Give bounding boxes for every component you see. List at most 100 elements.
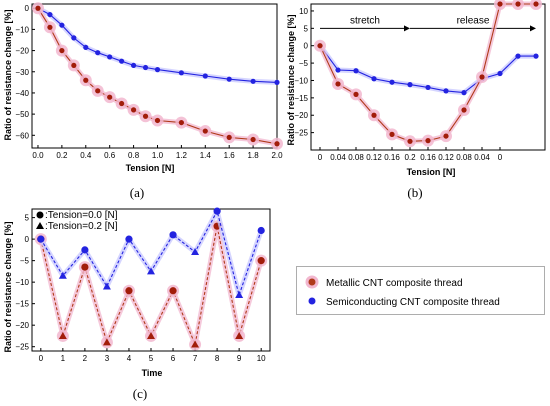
chart-a-xlabel: Tension [N] bbox=[126, 163, 175, 173]
chart-c-x-tick-label: 10 bbox=[257, 354, 266, 363]
chart-c-y-tick-label: −5 bbox=[20, 257, 30, 266]
shared-legend: Metallic CNT composite thread Semiconduc… bbox=[296, 266, 545, 315]
chart-a-plot: 0.0 0.2 0.4 0.6 0.8 1.0 1.2 1.4 1.6 1.8 2.0 0 −10 −20… bbox=[15, 2, 283, 160]
chart-b-y-tick-label: −15 bbox=[294, 94, 308, 103]
chart-a-y-tick-label: −60 bbox=[15, 131, 29, 140]
legend-semiconducting-marker bbox=[308, 297, 316, 305]
chart-b-semiconducting-point bbox=[461, 90, 467, 96]
chart-a-y-tick-label: −30 bbox=[15, 68, 29, 77]
chart-a-semiconducting-point bbox=[130, 62, 137, 69]
chart-c-metallic-point bbox=[102, 338, 111, 346]
chart-b-x-tick-label: 0.04 bbox=[474, 153, 490, 162]
chart-a-y-tick-label: −50 bbox=[15, 110, 29, 119]
chart-b-semiconducting-point bbox=[353, 68, 359, 74]
release-label: release bbox=[457, 15, 490, 26]
chart-a-metallic-point bbox=[107, 94, 113, 100]
chart-b-y-tick-label: 10 bbox=[299, 7, 308, 16]
chart-a-semiconducting-line bbox=[37, 7, 278, 83]
chart-c-y-tick-label: −20 bbox=[15, 321, 29, 330]
release-arrow-head bbox=[530, 25, 536, 32]
chart-b-metallic-point bbox=[443, 133, 449, 139]
chart-a-metallic-point bbox=[202, 128, 208, 134]
chart-b-plot: 0 0.04 0.08 0.12 0.16 0.2 0.16 0.12 0.08 0.04 0105… bbox=[294, 0, 546, 162]
chart-c-x-tick-label: 0 bbox=[39, 354, 44, 363]
chart-b-y-tick-label: 0 bbox=[304, 42, 309, 51]
chart-b-frame bbox=[310, 3, 546, 151]
chart-a-ylabel: Ratio of resistance change [%] bbox=[3, 9, 13, 140]
chart-b-y-tick-label: −25 bbox=[294, 129, 308, 138]
chart-c-semiconducting-point bbox=[191, 248, 200, 256]
chart-b-metallic-point bbox=[533, 1, 539, 7]
chart-a-metallic-point bbox=[35, 5, 41, 11]
legend-semiconducting-label: Semiconducting CNT composite thread bbox=[326, 297, 500, 308]
chart-a-x-tick-label: 2.0 bbox=[271, 151, 283, 160]
chart-c-x-tick-label: 1 bbox=[61, 354, 66, 363]
chart-a-metallic-point bbox=[130, 107, 137, 113]
chart-b-semiconducting-point bbox=[389, 79, 395, 85]
chart-a-metallic-point bbox=[47, 24, 53, 30]
chart-b-x-tick-label: 0 bbox=[498, 153, 503, 162]
stretch-arrow-head bbox=[404, 25, 410, 32]
marker-legend-label: :Tension=0.2 [N] bbox=[45, 221, 118, 232]
chart-b-y-tick-label: 5 bbox=[304, 24, 309, 33]
chart-b-x-tick-label: 0 bbox=[318, 153, 323, 162]
chart-b-metallic-point bbox=[497, 1, 503, 7]
legend-metallic-label: Metallic CNT composite thread bbox=[326, 278, 463, 289]
chart-b-semiconducting-point bbox=[407, 82, 413, 88]
chart-a-metallic-point bbox=[95, 88, 101, 94]
chart-c-panel-label: (c) bbox=[133, 386, 147, 401]
chart-c-metallic-point bbox=[235, 331, 244, 339]
chart-c-metallic-point bbox=[257, 257, 265, 265]
chart-c-metallic-point bbox=[147, 331, 155, 339]
chart-c-metallic-point bbox=[81, 263, 89, 271]
chart-a-metallic-point bbox=[226, 134, 232, 141]
chart-b-panel-label: (b) bbox=[407, 185, 422, 200]
chart-a-y-tick-label: 0 bbox=[25, 4, 30, 13]
chart-a-semiconducting-point bbox=[250, 78, 256, 84]
chart-b-x-tick-label: 0.08 bbox=[456, 153, 472, 162]
chart-a-semiconducting-point bbox=[47, 11, 53, 18]
chart-c-y-tick-label: −10 bbox=[15, 278, 29, 287]
chart-c-semiconducting-point bbox=[257, 226, 265, 235]
chart-a-x-tick-label: 0.2 bbox=[56, 151, 68, 160]
chart-b-x-tick-label: 0.04 bbox=[330, 153, 346, 162]
chart-b-x-tick-label: 0.2 bbox=[404, 153, 416, 162]
chart-a-semiconducting-point bbox=[142, 64, 149, 71]
chart-panel-c: 0 1 2 3 4 5 6 7 8 9 10 5 0 −5 −10 −15 −20 −25:Tension=0.0… bbox=[3, 207, 271, 401]
chart-a-x-tick-label: 1.8 bbox=[248, 151, 260, 160]
chart-a-x-tick-label: 1.0 bbox=[152, 151, 164, 160]
chart-a-panel-label: (a) bbox=[130, 185, 144, 200]
chart-c-y-tick-label: 5 bbox=[25, 214, 30, 223]
chart-b-metallic-point bbox=[389, 131, 395, 137]
chart-b-semiconducting-point bbox=[371, 76, 377, 82]
chart-b-xlabel: Tension [N] bbox=[407, 167, 456, 177]
chart-a-metallic-point bbox=[250, 136, 256, 143]
chart-c-semiconducting-point bbox=[235, 291, 244, 299]
chart-c-metallic-point bbox=[58, 331, 67, 339]
chart-a-x-tick-label: 0.6 bbox=[104, 151, 116, 160]
chart-c-xlabel: Time bbox=[142, 368, 163, 378]
chart-b-metallic-point bbox=[425, 138, 431, 144]
chart-a-x-tick-label: 1.6 bbox=[224, 151, 236, 160]
chart-a-metallic-point bbox=[59, 47, 65, 54]
chart-b-y-tick-label: −10 bbox=[294, 76, 308, 85]
chart-c-x-tick-label: 7 bbox=[193, 354, 198, 363]
chart-c-semiconducting-point bbox=[81, 246, 89, 254]
chart-c-x-tick-label: 6 bbox=[171, 354, 176, 363]
chart-c-x-tick-label: 9 bbox=[237, 354, 242, 363]
chart-b-metallic-point bbox=[479, 74, 485, 80]
chart-c-semiconducting-point bbox=[125, 235, 133, 243]
chart-a-semiconducting-point bbox=[83, 44, 89, 51]
chart-a-semiconducting-point bbox=[95, 50, 101, 56]
chart-panel-b: 0 0.04 0.08 0.12 0.16 0.2 0.16 0.12 0.08 0.04 0105… bbox=[286, 0, 546, 200]
chart-c-y-tick-label: 0 bbox=[25, 235, 30, 244]
chart-b-semiconducting-point bbox=[425, 84, 431, 91]
chart-a-metallic-point bbox=[274, 141, 280, 147]
chart-a-semiconducting-point bbox=[71, 35, 77, 41]
chart-b-semiconducting-point bbox=[515, 53, 521, 59]
chart-a-semiconducting-point bbox=[274, 79, 280, 85]
chart-c-y-tick-label: −15 bbox=[15, 300, 29, 309]
stretch-label: stretch bbox=[350, 15, 380, 26]
chart-b-metallic-point bbox=[335, 81, 341, 87]
chart-b-x-tick-label: 0.16 bbox=[420, 153, 436, 162]
